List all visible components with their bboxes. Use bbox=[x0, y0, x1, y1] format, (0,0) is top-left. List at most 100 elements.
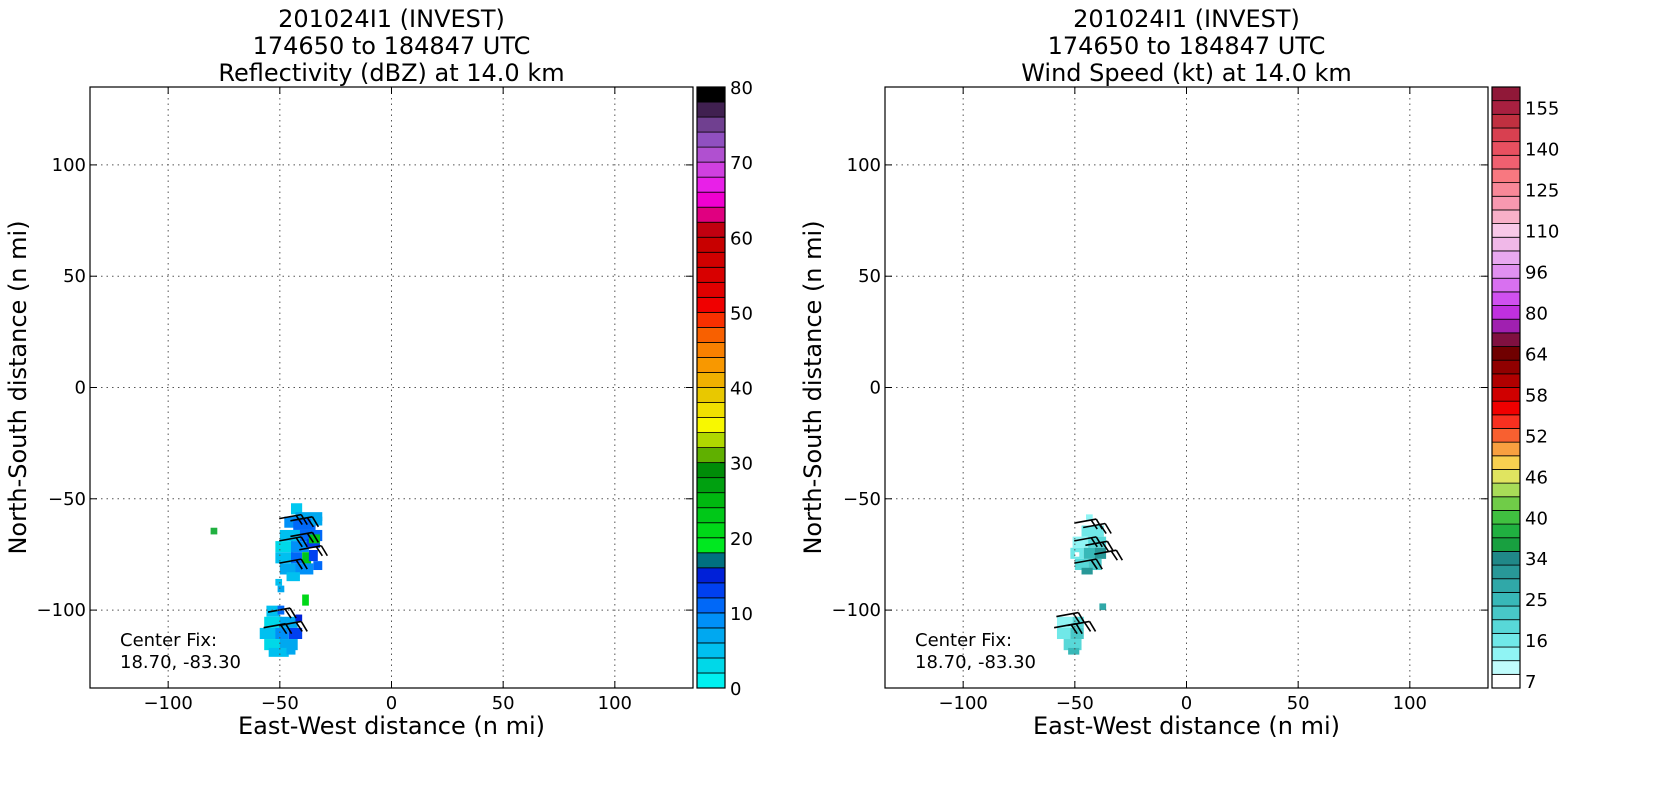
colorbar-band bbox=[1491, 195, 1521, 211]
colorbar-band bbox=[1491, 496, 1521, 511]
wind-barb-flag bbox=[1090, 559, 1098, 570]
data-cell bbox=[1074, 552, 1080, 557]
colorbar-band bbox=[1491, 100, 1521, 115]
wind-barb-flag bbox=[295, 622, 303, 632]
colorbar-band bbox=[696, 567, 726, 584]
data-cell bbox=[295, 512, 323, 522]
colorbar-band bbox=[696, 342, 726, 358]
wind-barb-shaft bbox=[267, 607, 291, 613]
data-cell bbox=[1072, 616, 1084, 628]
chart-title-line-1: 201024I1 (INVEST) bbox=[1073, 5, 1300, 33]
colorbar-band bbox=[696, 221, 726, 238]
colorbar-band bbox=[1491, 619, 1521, 634]
colorbar-band bbox=[696, 417, 726, 433]
wind-barb bbox=[263, 622, 293, 635]
wind-barb-shaft bbox=[1094, 549, 1117, 556]
colorbar-band bbox=[1491, 250, 1521, 265]
x-tick-label: −100 bbox=[143, 693, 192, 714]
wind-barb-shaft bbox=[279, 536, 302, 542]
colorbar-band bbox=[696, 672, 726, 689]
wind-barb-shaft bbox=[290, 531, 313, 538]
data-cell bbox=[1086, 514, 1093, 522]
y-tick-label: −100 bbox=[37, 600, 86, 621]
wind-barb-flag bbox=[295, 537, 303, 548]
x-tick-label: 50 bbox=[492, 693, 515, 714]
data-cell bbox=[295, 614, 303, 622]
colorbar-band bbox=[696, 176, 726, 193]
colorbar-band bbox=[696, 462, 726, 479]
colorbar-tick-label: 52 bbox=[1525, 426, 1548, 447]
colorbar-tick-label: 0 bbox=[730, 679, 741, 700]
colorbar-frame bbox=[1491, 86, 1521, 689]
wind-barb-shaft bbox=[299, 544, 322, 551]
y-tick-label: −100 bbox=[832, 600, 881, 621]
colorbar-band bbox=[1491, 264, 1521, 279]
data-cell bbox=[286, 572, 300, 582]
colorbar-band bbox=[1491, 141, 1521, 156]
colorbar-tick-label: 125 bbox=[1525, 180, 1559, 201]
colorbar-band bbox=[696, 612, 726, 629]
colorbar-band bbox=[1491, 523, 1521, 539]
wind-barb-flag bbox=[1088, 621, 1097, 632]
data-cell bbox=[291, 503, 303, 515]
colorbar-band bbox=[1491, 113, 1521, 129]
wind-barb-flag bbox=[289, 607, 297, 619]
data-cell bbox=[277, 585, 285, 593]
wind-barb-flag bbox=[1104, 523, 1112, 534]
colorbar-tick-label: 25 bbox=[1525, 590, 1548, 611]
wind-barb-flag bbox=[315, 546, 323, 557]
y-tick-label: 50 bbox=[63, 266, 86, 287]
colorbar-band bbox=[696, 387, 726, 403]
wind-barb-flag bbox=[1077, 612, 1086, 623]
data-cell bbox=[302, 594, 309, 606]
colorbar-tick-label: 64 bbox=[1525, 344, 1548, 365]
data-cell bbox=[210, 527, 218, 535]
colorbar-band bbox=[696, 627, 726, 644]
colorbar-band bbox=[1491, 346, 1521, 361]
wind-barb-flag bbox=[284, 608, 292, 619]
colorbar-tick-label: 10 bbox=[730, 604, 753, 625]
data-cell bbox=[275, 578, 283, 586]
colorbar-band bbox=[696, 131, 726, 148]
wind-barb-flag bbox=[306, 517, 315, 528]
wind-barb bbox=[279, 513, 308, 526]
y-tick-label: −50 bbox=[843, 489, 881, 510]
colorbar-band bbox=[696, 552, 726, 569]
chart-title-line-1: 201024I1 (INVEST) bbox=[278, 5, 505, 33]
data-cell bbox=[279, 563, 298, 575]
colorbar-band bbox=[696, 642, 726, 659]
wind-barb-flag bbox=[1090, 537, 1098, 548]
y-axis-label: North-South distance (n mi) bbox=[4, 220, 32, 554]
wind-barb-flag bbox=[1095, 558, 1103, 570]
colorbar-tick-label: 40 bbox=[1525, 508, 1548, 529]
y-axis-label: North-South distance (n mi) bbox=[799, 220, 827, 554]
data-cell bbox=[291, 552, 303, 564]
wind-barb-flag bbox=[1075, 623, 1083, 635]
colorbar-band bbox=[696, 86, 726, 103]
colorbar-band bbox=[1491, 400, 1521, 416]
colorbar-band bbox=[696, 116, 726, 133]
wind-barb-flag bbox=[320, 545, 329, 557]
x-tick-label: −100 bbox=[938, 693, 987, 714]
colorbar-band bbox=[696, 522, 726, 539]
data-cell bbox=[288, 627, 303, 640]
colorbar-band bbox=[1491, 359, 1521, 375]
wind-barb bbox=[1053, 622, 1083, 635]
wind-barb-flag bbox=[279, 624, 288, 635]
colorbar-band bbox=[696, 251, 726, 268]
x-tick-label: −50 bbox=[1056, 693, 1094, 714]
x-axis-label: East-West distance (n mi) bbox=[238, 712, 545, 740]
y-tick-label: −50 bbox=[48, 489, 86, 510]
grid bbox=[885, 87, 1488, 688]
data-cell bbox=[1063, 639, 1082, 651]
x-tick-label: 0 bbox=[1181, 693, 1192, 714]
wind-barbs bbox=[1053, 518, 1124, 635]
center-fix-annotation-line-1: Center Fix: bbox=[120, 630, 217, 651]
data-cell bbox=[308, 534, 321, 544]
colorbar-tick-label: 140 bbox=[1525, 139, 1559, 160]
x-tick-label: 50 bbox=[1287, 693, 1310, 714]
colorbar: 7 16 25 34 40 46 52 58 64 80 96 110 125 140 155 bbox=[1491, 86, 1559, 693]
wind-barb bbox=[290, 516, 320, 528]
data-cell bbox=[279, 616, 298, 628]
data-cell bbox=[264, 616, 283, 628]
